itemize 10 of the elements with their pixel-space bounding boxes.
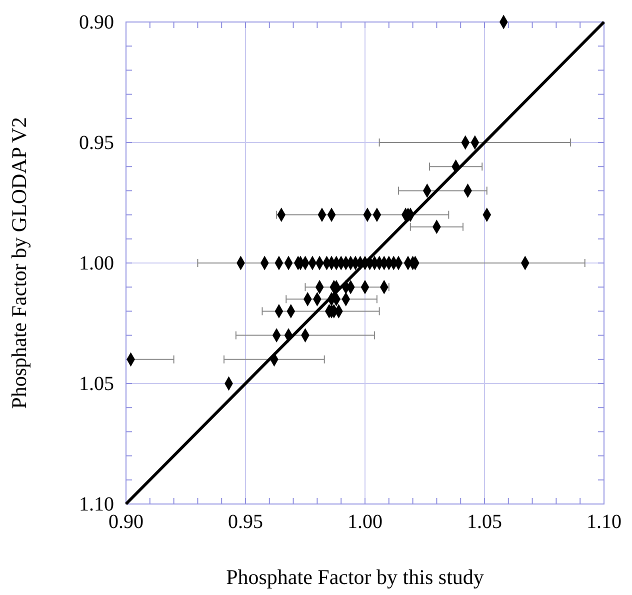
x-tick-label: 1.05: [467, 511, 502, 534]
y-tick-label: 1.00: [79, 252, 114, 274]
x-axis-title: Phosphate Factor by this study: [226, 565, 484, 589]
y-axis-title: Phosphate Factor by GLODAP V2: [7, 117, 31, 409]
x-tick-label: 0.95: [228, 511, 263, 534]
y-tick-label: 0.90: [79, 11, 114, 34]
y-tick-label: 1.05: [79, 372, 114, 395]
y-tick-label: 0.95: [79, 132, 114, 154]
x-tick-label: 1.10: [586, 511, 622, 534]
x-tick-label: 1.00: [348, 511, 382, 534]
